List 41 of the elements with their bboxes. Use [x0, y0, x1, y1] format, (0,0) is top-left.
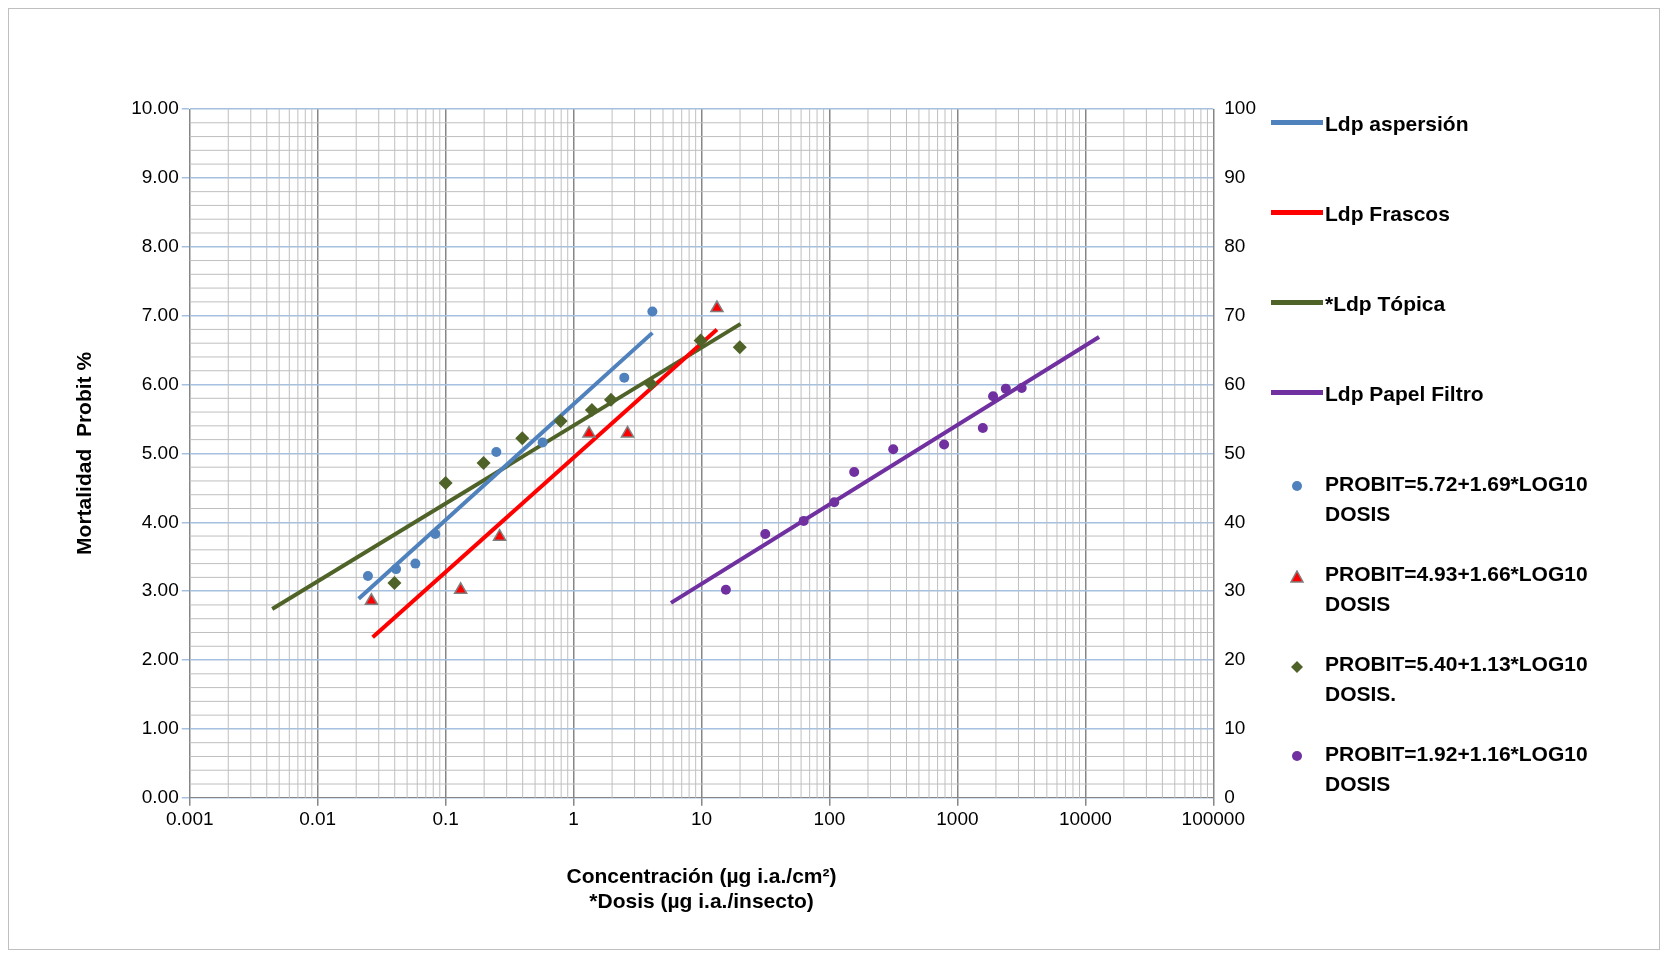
y-tick-label: 6.00: [141, 372, 179, 394]
y2-tick-label: 50: [1224, 441, 1246, 463]
y2-tick-label: 100: [1224, 97, 1256, 119]
legend-label: PROBIT=5.40+1.13*LOG10 DOSIS.: [1325, 651, 1589, 707]
y2-tick-label: 20: [1224, 648, 1246, 670]
y-tick-label: 8.00: [141, 234, 179, 256]
x-tick-label: 0.1: [432, 808, 459, 830]
legend-label: Ldp aspersión: [1325, 111, 1470, 137]
y-tick-label: 0.00: [141, 786, 179, 808]
legend-label: PROBIT=5.72+1.69*LOG10 DOSIS: [1325, 471, 1589, 527]
y-tick-label: 1.00: [141, 717, 179, 739]
y-tick-label: 5.00: [141, 441, 179, 463]
y-tick-label: 9.00: [141, 166, 179, 188]
y2-tick-label: 40: [1224, 510, 1246, 532]
x-tick-label: 100: [813, 808, 846, 830]
y-tick-label: 2.00: [141, 648, 179, 670]
x-tick-label: 10: [690, 808, 713, 830]
x-tick-label: 1: [568, 808, 579, 830]
x-tick-label: 100000: [1181, 808, 1245, 830]
legend-label: *Ldp Tópica: [1325, 291, 1447, 317]
x-tick-label: 0.01: [299, 808, 337, 830]
x-tick-label: 1000: [936, 808, 979, 830]
y2-tick-label: 80: [1224, 234, 1246, 256]
y2-tick-label: 60: [1224, 372, 1246, 394]
y-tick-label: 3.00: [141, 579, 179, 601]
x-tick-label: 10000: [1058, 808, 1112, 830]
y-tick-label: 4.00: [141, 510, 179, 532]
y-axis-title: Mortalidad Probit %: [72, 351, 96, 555]
y2-tick-label: 10: [1224, 717, 1246, 739]
y2-tick-label: 30: [1224, 579, 1246, 601]
y-tick-label: 10.00: [131, 97, 179, 119]
legend-label: PROBIT=1.92+1.16*LOG10 DOSIS: [1325, 741, 1589, 797]
legend-label: PROBIT=4.93+1.66*LOG10 DOSIS: [1325, 561, 1589, 617]
y2-tick-label: 70: [1224, 303, 1246, 325]
x-axis-title: Concentración (µg i.a./cm²) *Dosis (µg i.a./insecto): [566, 864, 837, 913]
legend-label: Ldp Papel Filtro: [1325, 381, 1485, 407]
y2-tick-label: 0: [1224, 786, 1235, 808]
legend-label: Ldp Frascos: [1325, 201, 1451, 227]
y2-tick-label: 90: [1224, 166, 1246, 188]
y-tick-label: 7.00: [141, 303, 179, 325]
x-tick-label: 0.001: [165, 808, 214, 830]
